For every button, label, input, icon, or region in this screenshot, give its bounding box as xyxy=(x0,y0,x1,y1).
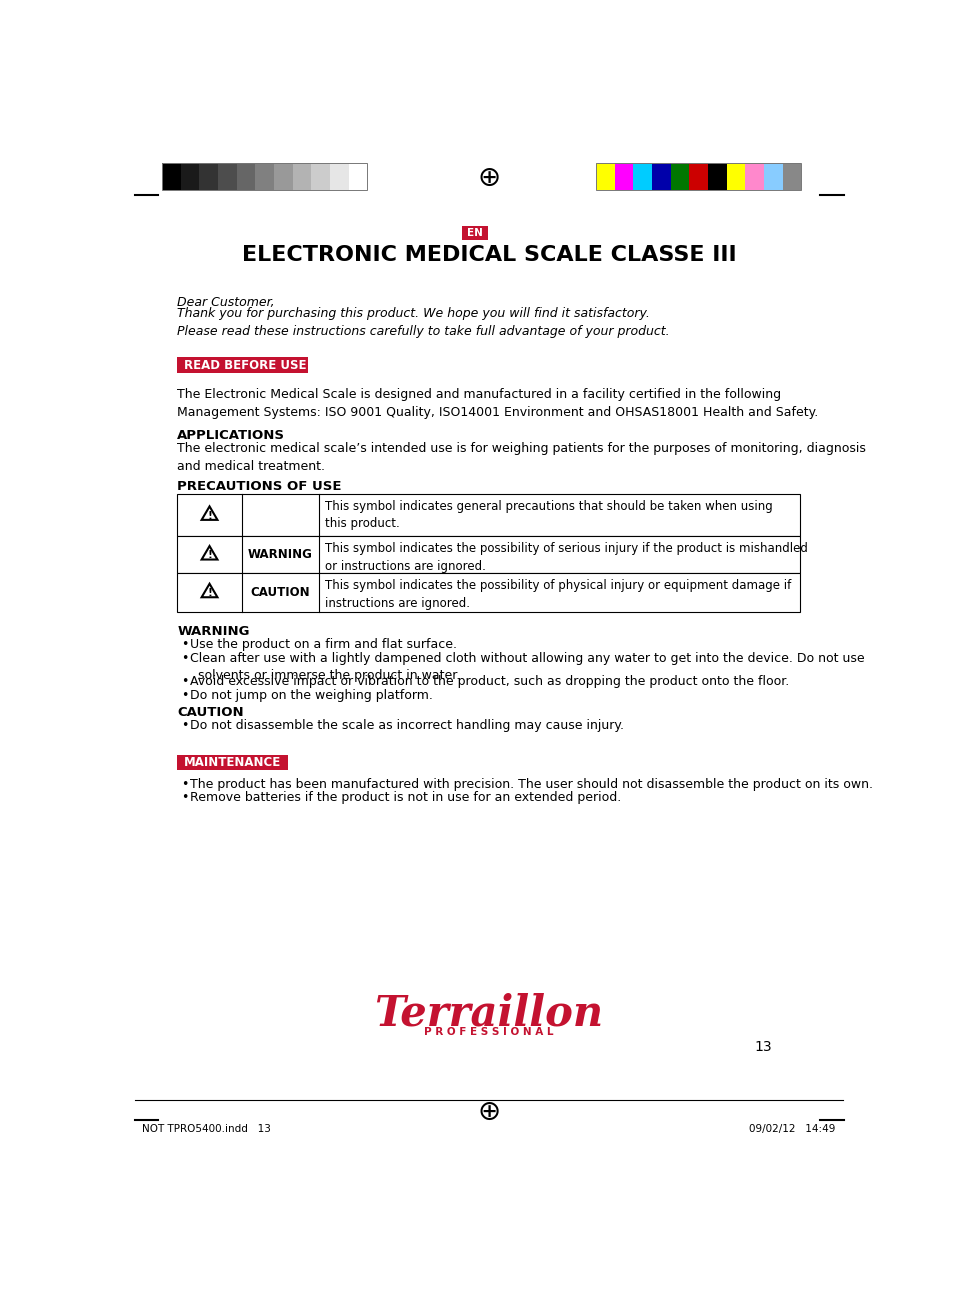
Bar xyxy=(177,536,799,573)
Text: Dear Customer,: Dear Customer, xyxy=(177,296,274,309)
Bar xyxy=(255,163,274,190)
Bar xyxy=(651,163,670,190)
Bar xyxy=(614,163,633,190)
Text: Clean after use with a lightly dampened cloth without allowing any water to get : Clean after use with a lightly dampened … xyxy=(190,652,863,682)
Text: The product has been manufactured with precision. The user should not disassembl: The product has been manufactured with p… xyxy=(190,778,872,791)
Text: !: ! xyxy=(207,510,212,520)
Bar xyxy=(180,163,199,190)
Bar xyxy=(311,163,330,190)
Text: The electronic medical scale’s intended use is for weighing patients for the pur: The electronic medical scale’s intended … xyxy=(177,442,865,473)
Text: •: • xyxy=(181,639,189,652)
Bar xyxy=(744,163,763,190)
Text: •: • xyxy=(181,719,189,732)
Bar xyxy=(162,163,367,190)
Text: •: • xyxy=(181,675,189,688)
Text: EN: EN xyxy=(467,227,482,238)
Text: CAUTION: CAUTION xyxy=(251,586,310,599)
Text: ⊕: ⊕ xyxy=(476,1099,500,1126)
Text: •: • xyxy=(181,688,189,701)
Text: MAINTENANCE: MAINTENANCE xyxy=(183,757,280,769)
Text: !: ! xyxy=(207,587,212,598)
Text: This symbol indicates the possibility of serious injury if the product is mishan: This symbol indicates the possibility of… xyxy=(325,542,807,573)
Text: !: ! xyxy=(207,550,212,560)
Text: •: • xyxy=(181,778,189,791)
Bar xyxy=(177,493,799,536)
Bar xyxy=(177,755,288,771)
Text: Avoid excessive impact or vibration to the product, such as dropping the product: Avoid excessive impact or vibration to t… xyxy=(190,675,788,688)
Text: WARNING: WARNING xyxy=(177,625,250,638)
Text: READ BEFORE USE: READ BEFORE USE xyxy=(183,359,306,372)
Bar xyxy=(670,163,688,190)
Bar xyxy=(726,163,744,190)
Bar xyxy=(596,163,614,190)
Text: 13: 13 xyxy=(754,1039,772,1053)
Text: APPLICATIONS: APPLICATIONS xyxy=(177,429,285,442)
Text: Do not disassemble the scale as incorrect handling may cause injury.: Do not disassemble the scale as incorrec… xyxy=(190,719,623,732)
Text: 09/02/12   14:49: 09/02/12 14:49 xyxy=(748,1124,835,1133)
Text: This symbol indicates general precautions that should be taken when using
this p: This symbol indicates general precaution… xyxy=(325,500,772,531)
Bar xyxy=(348,163,367,190)
Bar xyxy=(763,163,781,190)
Text: ELECTRONIC MEDICAL SCALE CLASSE III: ELECTRONIC MEDICAL SCALE CLASSE III xyxy=(241,245,736,265)
Text: CAUTION: CAUTION xyxy=(177,706,244,719)
Text: WARNING: WARNING xyxy=(248,549,313,562)
Bar xyxy=(217,163,236,190)
Bar xyxy=(236,163,255,190)
Bar xyxy=(781,163,801,190)
Bar xyxy=(707,163,726,190)
Text: •: • xyxy=(181,652,189,665)
Bar xyxy=(162,163,180,190)
Text: Terraillon: Terraillon xyxy=(374,993,603,1034)
Bar xyxy=(688,163,707,190)
Bar xyxy=(330,163,348,190)
Text: Thank you for purchasing this product. We hope you will find it satisfactory.
Pl: Thank you for purchasing this product. W… xyxy=(177,307,669,338)
Text: PRECAUTIONS OF USE: PRECAUTIONS OF USE xyxy=(177,480,341,493)
Text: Use the product on a firm and flat surface.: Use the product on a firm and flat surfa… xyxy=(190,639,456,652)
Text: The Electronic Medical Scale is designed and manufactured in a facility certifie: The Electronic Medical Scale is designed… xyxy=(177,389,818,420)
Bar xyxy=(274,163,293,190)
Bar xyxy=(177,358,307,373)
Text: •: • xyxy=(181,791,189,804)
Polygon shape xyxy=(201,546,217,559)
Bar xyxy=(177,573,799,612)
Bar xyxy=(199,163,217,190)
Text: P R O F E S S I O N A L: P R O F E S S I O N A L xyxy=(424,1026,553,1037)
Text: This symbol indicates the possibility of physical injury or equipment damage if
: This symbol indicates the possibility of… xyxy=(325,580,791,609)
Polygon shape xyxy=(201,506,217,520)
Text: Remove batteries if the product is not in use for an extended period.: Remove batteries if the product is not i… xyxy=(190,791,620,804)
Bar xyxy=(633,163,651,190)
Bar xyxy=(596,163,801,190)
Bar xyxy=(293,163,311,190)
Text: ⊕: ⊕ xyxy=(476,164,500,192)
Text: NOT TPRO5400.indd   13: NOT TPRO5400.indd 13 xyxy=(142,1124,271,1133)
Polygon shape xyxy=(201,584,217,598)
Text: Do not jump on the weighing platform.: Do not jump on the weighing platform. xyxy=(190,688,433,701)
Bar xyxy=(461,226,488,240)
